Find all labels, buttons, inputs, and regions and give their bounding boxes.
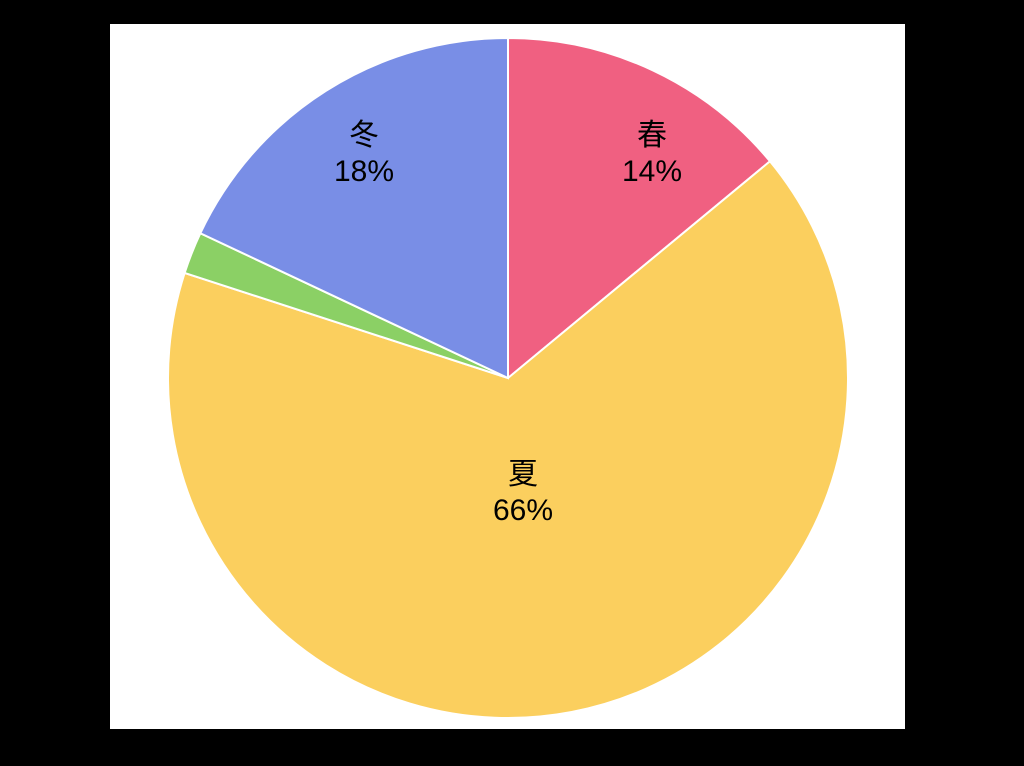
slice-percent: 14% (592, 154, 712, 190)
pie-chart (110, 24, 905, 729)
pie-slice-label: 冬18% (304, 118, 424, 190)
slice-name: 夏 (463, 457, 583, 493)
slice-name: 冬 (304, 118, 424, 154)
slice-name: 春 (592, 118, 712, 154)
pie-slice-label: 春14% (592, 118, 712, 190)
pie-chart-frame (110, 24, 905, 729)
pie-slice-label: 夏66% (463, 457, 583, 529)
slice-percent: 66% (463, 493, 583, 529)
slice-percent: 18% (304, 154, 424, 190)
